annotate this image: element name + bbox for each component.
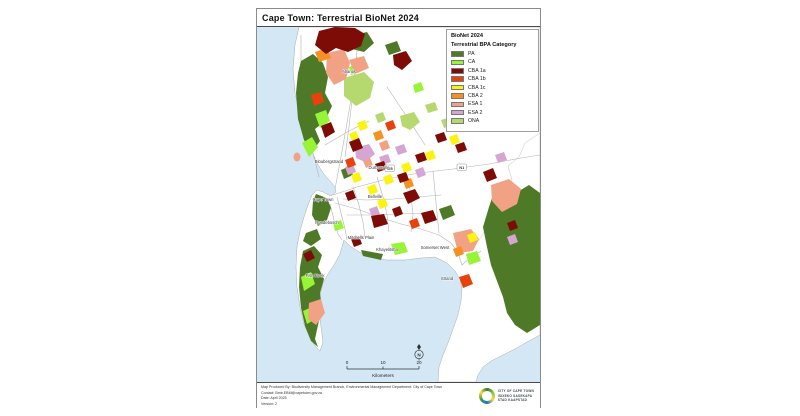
road-shield-n1: N1 (456, 163, 467, 171)
legend-item-ca: CA (451, 59, 534, 65)
legend-title: BioNet 2024 (451, 33, 484, 39)
svg-text:M5: M5 (387, 166, 393, 171)
map-footer: Map Produced By: Biodiversity Management… (257, 382, 540, 410)
north-arrow: N (414, 344, 424, 361)
svg-text:N: N (417, 352, 421, 357)
legend-swatch-pa (451, 51, 464, 57)
road-shield-m5: M5 (384, 164, 395, 172)
scale-tick-0: 0 (346, 360, 349, 365)
city-of-cape-town-logo-icon (478, 388, 495, 405)
map-title-bar: Cape Town: Terrestrial BioNet 2024 (257, 9, 540, 27)
patches-ona (344, 72, 454, 130)
map-area: M5 N1 Atlantis Bloubergstrand Durbanvill… (257, 27, 540, 382)
map-page: Cape Town: Terrestrial BioNet 2024 (256, 8, 541, 410)
legend-item-cba1c: CBA 1c (451, 85, 534, 91)
legend-item-esa1: ESA 1 (451, 101, 534, 107)
town-label: Durbanville (369, 165, 391, 170)
town-label: Atlantis (342, 69, 356, 74)
legend-box: BioNet 2024 Terrestrial BPA Category PA … (446, 29, 539, 132)
patches-cba1a (303, 27, 518, 262)
legend-subtitle: Terrestrial BPA Category (451, 42, 517, 48)
town-label: Strand (441, 276, 454, 281)
legend-item-pa: PA (451, 51, 534, 57)
page-title: Cape Town: Terrestrial BioNet 2024 (262, 12, 420, 23)
scale-unit: Kilometers (372, 373, 394, 378)
credit-line: Version: 2 (261, 401, 277, 406)
scale-tick-20: 20 (416, 360, 422, 365)
town-label: Rondebosch (315, 220, 339, 225)
legend-item-ona: ONA (451, 118, 534, 124)
city-logo-text: CITY OF CAPE TOWN ISIXEKO SASEKAPA STAD … (497, 389, 534, 403)
credit-line: Contact: Bmb.EBM@capetown.gov.za (261, 390, 322, 395)
legend-swatch-ona (451, 118, 464, 124)
town-labels: Atlantis Bloubergstrand Durbanville Bell… (305, 69, 454, 282)
legend-swatch-cba1b (451, 76, 464, 82)
legend-swatch-esa1 (451, 101, 464, 108)
svg-text:N1: N1 (459, 165, 465, 170)
legend-swatch-cba1a (451, 68, 464, 74)
legend-item-cba1b: CBA 1b (451, 76, 534, 82)
credits-block: Map Produced By: Biodiversity Management… (261, 385, 442, 407)
credit-line: Date: April 2025 (261, 396, 287, 401)
town-label: Fish Hoek (306, 273, 326, 278)
legend-swatch-esa2 (451, 109, 464, 116)
city-logo-block: CITY OF CAPE TOWN ISIXEKO SASEKAPA STAD … (478, 388, 534, 405)
town-label: Somerset West (421, 245, 450, 250)
legend-swatch-cba1c (451, 84, 464, 91)
robben-island (293, 152, 301, 162)
town-label: Bellville (368, 194, 383, 199)
legend-item-cba2: CBA 2 (451, 93, 534, 99)
scale-tick-10: 10 (380, 360, 386, 365)
town-label: Mitchells Plain (348, 235, 375, 240)
patches-cba1b (311, 92, 473, 288)
town-label: Cape Town (313, 197, 335, 202)
legend-swatch-ca (451, 59, 464, 66)
legend-item-esa2: ESA 2 (451, 110, 534, 116)
legend-item-cba1a: CBA 1a (451, 68, 534, 74)
legend-swatch-cba2 (451, 93, 464, 99)
credit-line: Map Produced By: Biodiversity Management… (261, 385, 443, 389)
scale-bar: 0 10 20 Kilometers (346, 360, 422, 378)
town-label: Khayelitsha (376, 247, 398, 252)
town-label: Bloubergstrand (315, 159, 344, 164)
